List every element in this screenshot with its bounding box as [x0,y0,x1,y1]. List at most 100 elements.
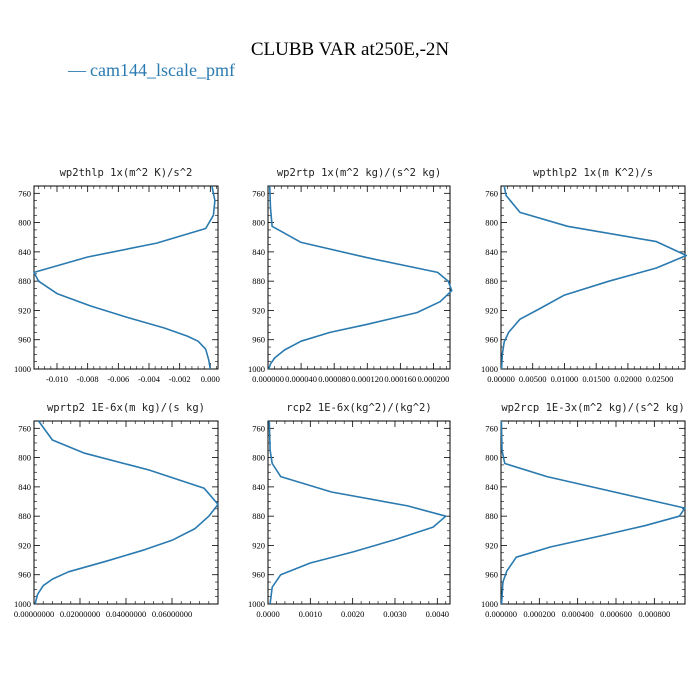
y-tick-label: 800 [252,453,265,463]
y-tick-label: 920 [18,540,31,550]
panel-title: wp2rtp 1x(m^2 kg)/(s^2 kg) [277,167,441,179]
y-tick-label: 920 [252,540,265,550]
panel-1: wp2thlp 1x(m^2 K)/s^2 760 800 840 880 920 960 1… [14,167,220,384]
y-tick-label: 760 [252,188,265,198]
plot-frame [500,185,686,370]
x-tick-label: 0.00500 [519,374,547,384]
x-tick-label: -0.006 [107,374,129,384]
x-tick-label: 0.000080 [318,374,350,384]
x-tick-label: 0.01500 [582,374,610,384]
y-tick-label: 840 [18,247,31,257]
plot-frame [267,420,451,605]
legend: — cam144_lscale_pmf [67,60,235,80]
y-tick-label: 760 [485,423,498,433]
y-tick-label: 920 [485,540,498,550]
y-tick-label: 760 [485,188,498,198]
x-tick-label: 0.04000000 [106,609,146,619]
series-line [500,420,686,605]
y-tick-label: 840 [485,482,498,492]
series-line [33,185,216,370]
y-tick-label: 840 [252,482,265,492]
y-tick-label: 760 [18,188,31,198]
y-tick-label: 920 [485,305,498,315]
x-tick-label: -0.010 [46,374,68,384]
x-tick-label: -0.004 [138,374,161,384]
y-tick-label: 840 [252,247,265,257]
y-tick-label: 880 [252,276,265,286]
y-tick-label: 1000 [481,364,498,374]
y-tick-label: 960 [18,335,31,345]
x-tick-label: -0.008 [77,374,99,384]
panel-title: wp2thlp 1x(m^2 K)/s^2 [60,167,193,179]
figure-title: CLUBB VAR at250E,-2N [251,39,450,60]
legend-marker: — [67,60,87,80]
legend-label: cam144_lscale_pmf [90,60,235,80]
panel-title: wprtp2 1E-6x(m kg)/(s kg) [47,402,205,414]
plot-frame [267,185,451,370]
x-tick-label: 0.0000 [256,609,279,619]
y-tick-label: 800 [485,453,498,463]
y-tick-label: 880 [18,276,31,286]
y-tick-label: 1000 [248,364,265,374]
y-tick-label: 1000 [481,599,498,609]
y-tick-label: 880 [485,276,498,286]
x-tick-label: 0.000400 [562,609,594,619]
x-tick-label: 0.000160 [384,374,416,384]
y-tick-label: 1000 [14,599,31,609]
x-tick-label: 0.01000 [551,374,579,384]
y-tick-label: 840 [485,247,498,257]
y-tick-label: 800 [485,218,498,228]
x-tick-label: 0.000800 [638,609,670,619]
x-tick-label: 0.000600 [600,609,632,619]
x-tick-label: 0.0010 [299,609,322,619]
panel-title: wp2rcp 1E-3x(m^2 kg)/(s^2 kg) [501,402,684,414]
series-line [268,420,447,605]
y-tick-label: 960 [485,570,498,580]
panel-4: wprtp2 1E-6x(m kg)/(s kg) 760 800 840 880 920… [14,402,219,619]
x-tick-label: 0.000040 [285,374,317,384]
x-tick-label: 0.02000 [614,374,642,384]
panel-2: wp2rtp 1x(m^2 kg)/(s^2 kg) 760 800 840 880 92… [248,167,453,384]
panel-3: wpthlp2 1x(m K^2)/s 760 800 840 880 920 960 100… [481,167,688,384]
y-tick-label: 960 [252,335,265,345]
series-line [500,185,688,370]
panel-6: wp2rcp 1E-3x(m^2 kg)/(s^2 kg)760 800 840 88… [481,402,686,619]
x-tick-label: 0.000200 [523,609,555,619]
y-tick-label: 1000 [248,599,265,609]
panels: wp2thlp 1x(m^2 K)/s^2 760 800 840 880 920 960 1… [14,167,688,619]
y-tick-label: 880 [18,511,31,521]
panel-title: rcp2 1E-6x(kg^2)/(kg^2) [286,402,431,414]
x-tick-label: 0.0030 [383,609,406,619]
x-tick-label: 0.06000000 [152,609,192,619]
panel-5: rcp2 1E-6x(kg^2)/(kg^2) 760 800 840 880 920 96… [248,402,451,619]
x-tick-label: 0.000 [201,374,220,384]
plot-frame [33,185,219,370]
y-tick-label: 800 [252,218,265,228]
x-tick-label: 0.00000 [487,374,515,384]
y-tick-label: 960 [18,570,31,580]
x-tick-label: -0.002 [169,374,191,384]
y-tick-label: 840 [18,482,31,492]
x-tick-label: 0.000200 [418,374,450,384]
x-tick-label: 0.0020 [341,609,364,619]
y-tick-label: 880 [485,511,498,521]
y-tick-label: 800 [18,218,31,228]
x-tick-label: 0.00000000 [14,609,54,619]
series-line [34,420,219,605]
x-tick-label: 0.02500 [646,374,674,384]
y-tick-label: 760 [252,423,265,433]
y-tick-label: 760 [18,423,31,433]
y-tick-label: 960 [485,335,498,345]
x-tick-label: 0.000000 [485,609,517,619]
x-tick-label: 0.02000000 [60,609,100,619]
x-tick-label: 0.0040 [426,609,449,619]
series-line [268,185,453,370]
x-tick-label: 0.000000 [252,374,284,384]
y-tick-label: 880 [252,511,265,521]
y-tick-label: 920 [18,305,31,315]
y-tick-label: 920 [252,305,265,315]
panel-title: wpthlp2 1x(m K^2)/s [533,167,653,179]
y-tick-label: 800 [18,453,31,463]
